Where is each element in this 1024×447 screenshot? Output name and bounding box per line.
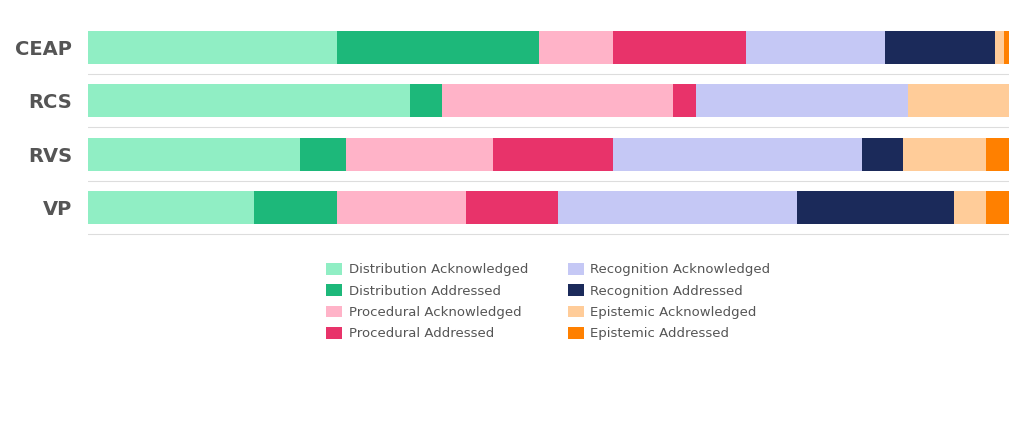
Legend: Distribution Acknowledged, Distribution Addressed, Procedural Acknowledged, Proc: Distribution Acknowledged, Distribution … bbox=[322, 257, 775, 346]
Bar bbox=[337, 30, 540, 63]
Bar bbox=[88, 191, 254, 224]
Bar bbox=[346, 138, 494, 171]
Bar bbox=[466, 191, 558, 224]
Bar bbox=[986, 191, 1009, 224]
Bar bbox=[907, 84, 1009, 117]
Bar bbox=[696, 84, 907, 117]
Bar bbox=[1005, 30, 1009, 63]
Bar bbox=[903, 138, 986, 171]
Bar bbox=[442, 84, 673, 117]
Bar bbox=[88, 30, 337, 63]
Bar bbox=[337, 191, 466, 224]
Bar bbox=[797, 191, 953, 224]
Bar bbox=[540, 30, 613, 63]
Bar bbox=[746, 30, 885, 63]
Bar bbox=[254, 191, 337, 224]
Bar bbox=[995, 30, 1005, 63]
Bar bbox=[885, 30, 995, 63]
Bar bbox=[613, 138, 861, 171]
Bar bbox=[613, 30, 746, 63]
Bar bbox=[300, 138, 346, 171]
Bar bbox=[411, 84, 442, 117]
Bar bbox=[673, 84, 696, 117]
Bar bbox=[494, 138, 613, 171]
Bar bbox=[953, 191, 986, 224]
Bar bbox=[88, 138, 300, 171]
Bar bbox=[986, 138, 1009, 171]
Bar bbox=[558, 191, 797, 224]
Bar bbox=[88, 84, 411, 117]
Bar bbox=[861, 138, 903, 171]
